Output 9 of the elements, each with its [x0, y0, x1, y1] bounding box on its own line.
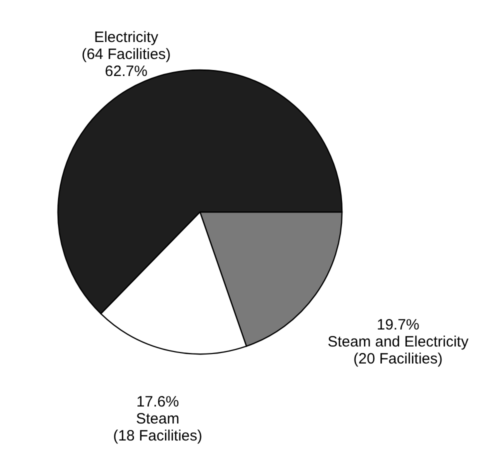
- text: (64 Facilities): [82, 46, 171, 63]
- data-label: 17.6%: [136, 393, 179, 410]
- data-label: 19.7%: [376, 316, 420, 334]
- text: (18 Facilities): [113, 427, 202, 444]
- slice-label: Steam: [136, 410, 180, 428]
- slice-label: Steam and Electricity: [328, 334, 469, 351]
- slice-label: Electricity: [94, 28, 159, 46]
- text: (20 Facilities): [353, 350, 443, 368]
- data-label: 62.7%: [104, 62, 148, 80]
